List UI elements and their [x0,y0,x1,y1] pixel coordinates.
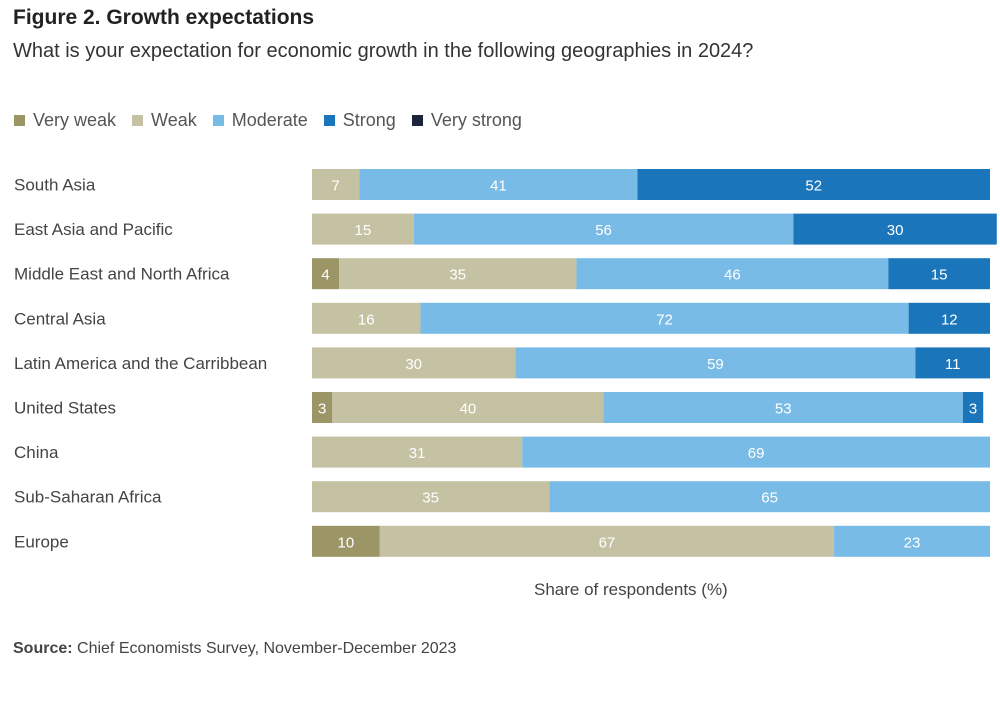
category-label: South Asia [14,176,96,195]
data-label: 31 [409,445,426,462]
data-label: 72 [656,311,673,328]
legend-swatch [212,115,224,126]
data-label: 23 [904,534,921,551]
bar-segment [359,169,638,200]
data-label: 16 [358,311,375,328]
bar-segment [312,258,340,290]
bar-segment [379,525,835,557]
legend-item: Moderate [212,110,308,131]
bar-segment [312,302,421,334]
data-label: 15 [355,222,372,239]
bar-segment [603,392,963,423]
legend-swatch [323,115,335,126]
bar-segment [312,481,550,513]
bar-segment [549,481,990,513]
legend-item: Very strong [411,110,522,131]
data-label: 7 [332,178,340,195]
legend-swatch [14,115,25,126]
data-label: 30 [887,222,904,239]
legend-label: Moderate [231,110,308,130]
legend-label: Weak [151,110,197,130]
data-label: 35 [449,267,466,284]
bar-segment [834,525,990,557]
data-label: 10 [338,534,355,551]
data-label: 3 [969,401,977,418]
category-label: Latin America and the Carribbean [14,354,267,373]
source-text: Chief Economists Survey, November-Decemb… [72,640,457,657]
bar-segment [515,347,916,379]
data-label: 40 [460,401,477,418]
bar-segment [312,169,360,200]
category-label: United States [14,399,116,418]
data-label: 59 [707,356,724,373]
legend-label: Very weak [33,110,117,130]
category-label: East Asia and Pacific [14,220,173,239]
bar-segment [312,525,380,557]
data-label: 56 [595,222,612,239]
x-axis-label: Share of respondents (%) [534,580,728,599]
legend-swatch [132,115,144,126]
bar-segment [420,302,909,334]
legend-label: Very strong [430,110,522,130]
bar-segment [522,436,990,468]
bar-segment [332,392,604,423]
data-label: 35 [422,490,439,507]
category-label: Middle East and North Africa [14,265,230,284]
data-label: 69 [748,445,765,462]
data-label: 3 [318,401,326,418]
category-label: Central Asia [14,309,106,328]
bar-segment [312,436,523,468]
legend-item: Strong [323,110,396,131]
bar-segment [312,213,414,245]
data-label: 12 [941,311,958,328]
data-label: 11 [945,356,961,373]
data-label: 53 [775,401,792,418]
chart-subtitle: What is your expectation for economic gr… [13,40,754,62]
bar-segment [312,392,333,423]
data-label: 30 [405,356,422,373]
legend-item: Weak [132,110,197,131]
category-label: China [14,443,59,462]
source-note: Source: Chief Economists Survey, Novembe… [13,640,456,658]
data-label: 15 [931,267,948,284]
bar-segment [908,302,990,334]
data-label: 41 [490,178,507,195]
bar-segment [888,258,990,290]
bar-segment [312,347,516,379]
source-label: Source: [13,640,73,657]
bar-segment [637,169,990,200]
bar-segment [915,347,990,379]
category-label: Europe [14,532,69,551]
chart-title: Figure 2. Growth expectations [13,6,315,29]
data-label: 65 [761,490,778,507]
legend: Very weak Weak Moderate Strong Very strong [14,110,522,131]
bar-segment [339,258,577,290]
bar-segment [962,392,984,423]
legend-item: Very weak [14,110,116,131]
bar-segment [413,213,794,245]
category-label: Sub-Saharan Africa [14,488,162,507]
data-label: 46 [724,267,741,284]
legend-swatch [411,115,423,126]
bar-segment [793,213,997,245]
bar-segment [576,258,889,290]
data-label: 52 [805,178,822,195]
data-label: 67 [599,534,616,551]
legend-label: Strong [342,110,396,130]
data-label: 4 [321,267,329,284]
